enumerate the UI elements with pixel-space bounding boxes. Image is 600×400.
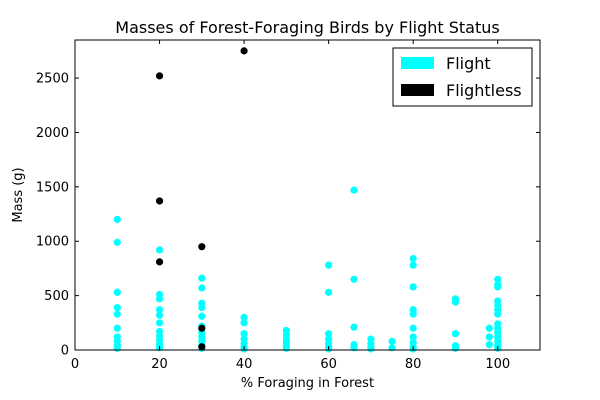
point-flight bbox=[325, 261, 333, 269]
point-flight bbox=[240, 330, 248, 338]
point-flight bbox=[485, 324, 493, 332]
point-flight bbox=[198, 284, 206, 292]
point-flight bbox=[350, 275, 358, 283]
x-tick-label: 0 bbox=[71, 357, 79, 372]
point-flight bbox=[325, 330, 333, 338]
point-flight bbox=[113, 324, 121, 332]
y-tick-label: 2500 bbox=[36, 72, 69, 87]
point-flight bbox=[409, 261, 417, 269]
y-tick-label: 1500 bbox=[36, 180, 69, 195]
chart-title: Masses of Forest-Foraging Birds by Fligh… bbox=[115, 18, 499, 37]
point-flight bbox=[198, 312, 206, 320]
y-tick-label: 2000 bbox=[36, 126, 69, 141]
legend-swatch bbox=[401, 84, 434, 96]
point-flightless bbox=[240, 47, 248, 55]
point-flight bbox=[494, 310, 502, 318]
legend: Flight Flightless bbox=[392, 47, 533, 107]
point-flight bbox=[409, 283, 417, 291]
y-tick-label: 500 bbox=[44, 289, 69, 304]
point-flightless bbox=[155, 197, 164, 205]
point-flight bbox=[494, 275, 502, 283]
point-flight bbox=[350, 186, 358, 194]
point-flight bbox=[155, 319, 164, 327]
point-flight bbox=[240, 313, 248, 321]
x-tick-label: 20 bbox=[151, 357, 168, 372]
x-tick-label: 40 bbox=[236, 357, 253, 372]
y-tick-label: 0 bbox=[61, 344, 69, 359]
point-flightless bbox=[198, 324, 206, 332]
point-flight bbox=[155, 306, 164, 314]
point-flight bbox=[485, 340, 493, 349]
point-flightless bbox=[155, 72, 164, 80]
point-flight bbox=[451, 298, 460, 306]
point-flight bbox=[155, 246, 164, 254]
point-flight bbox=[113, 215, 121, 224]
point-flight bbox=[409, 255, 417, 263]
y-axis-label: Mass (g) bbox=[11, 167, 26, 222]
point-flight bbox=[240, 319, 248, 327]
point-flight bbox=[198, 303, 206, 312]
legend-label: Flightless bbox=[446, 81, 522, 100]
x-tick-label: 100 bbox=[485, 357, 510, 372]
point-flight bbox=[350, 323, 358, 331]
point-flightless bbox=[198, 343, 206, 351]
point-flightless bbox=[198, 243, 206, 251]
point-flight bbox=[451, 344, 460, 352]
x-axis-label: % Foraging in Forest bbox=[241, 376, 374, 391]
point-flight bbox=[367, 345, 375, 353]
legend-swatch bbox=[401, 57, 434, 69]
point-flight bbox=[409, 324, 417, 332]
point-flight bbox=[451, 330, 460, 338]
point-flight bbox=[494, 283, 502, 291]
point-flight bbox=[113, 310, 121, 318]
legend-label: Flight bbox=[446, 54, 491, 73]
point-flight bbox=[325, 288, 333, 296]
point-flight bbox=[113, 238, 121, 246]
point-flight bbox=[409, 333, 417, 341]
point-flight bbox=[113, 303, 121, 312]
point-flight bbox=[282, 344, 290, 352]
point-flight bbox=[485, 333, 493, 341]
point-flight bbox=[155, 295, 164, 303]
point-flight bbox=[113, 288, 121, 296]
y-tick-label: 1000 bbox=[36, 235, 69, 250]
point-flightless bbox=[155, 258, 164, 266]
point-flight bbox=[409, 310, 417, 318]
point-flight bbox=[113, 344, 121, 352]
point-flight bbox=[155, 311, 164, 319]
x-tick-label: 80 bbox=[405, 357, 422, 372]
x-tick-label: 60 bbox=[320, 357, 337, 372]
point-flight bbox=[388, 337, 396, 345]
point-flight bbox=[198, 274, 206, 282]
plot-frame bbox=[74, 39, 541, 351]
